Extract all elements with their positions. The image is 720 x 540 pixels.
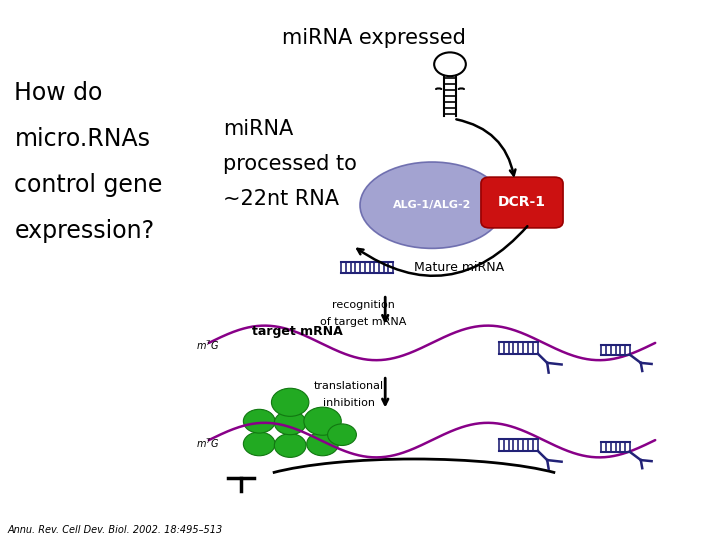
Text: ~22nt RNA: ~22nt RNA (223, 189, 339, 209)
FancyBboxPatch shape (481, 177, 563, 228)
Text: miRNA expressed: miRNA expressed (282, 28, 467, 48)
Text: Mature miRNA: Mature miRNA (414, 261, 504, 274)
Circle shape (328, 424, 356, 446)
Circle shape (307, 432, 338, 456)
Text: inhibition: inhibition (323, 398, 375, 408)
Text: target mRNA: target mRNA (252, 325, 343, 338)
Text: $m^7G$: $m^7G$ (196, 339, 220, 353)
Text: ALG-1/ALG-2: ALG-1/ALG-2 (393, 200, 471, 210)
Circle shape (304, 407, 341, 435)
Text: micro.RNAs: micro.RNAs (14, 127, 150, 151)
Circle shape (243, 409, 275, 433)
Ellipse shape (360, 162, 504, 248)
Circle shape (271, 388, 309, 416)
Text: Annu. Rev. Cell Dev. Biol. 2002. 18:495–513: Annu. Rev. Cell Dev. Biol. 2002. 18:495–… (7, 524, 222, 535)
Text: expression?: expression? (14, 219, 155, 242)
Circle shape (243, 432, 275, 456)
Text: control gene: control gene (14, 173, 163, 197)
Circle shape (274, 434, 306, 457)
Text: DCR-1: DCR-1 (498, 195, 546, 210)
Text: recognition: recognition (332, 300, 395, 310)
Text: $m^7G$: $m^7G$ (196, 436, 220, 450)
Text: processed to: processed to (223, 154, 357, 174)
Text: miRNA: miRNA (223, 119, 294, 139)
Circle shape (274, 411, 306, 435)
Text: translational: translational (314, 381, 384, 391)
Text: of target mRNA: of target mRNA (320, 317, 407, 327)
Text: How do: How do (14, 81, 103, 105)
